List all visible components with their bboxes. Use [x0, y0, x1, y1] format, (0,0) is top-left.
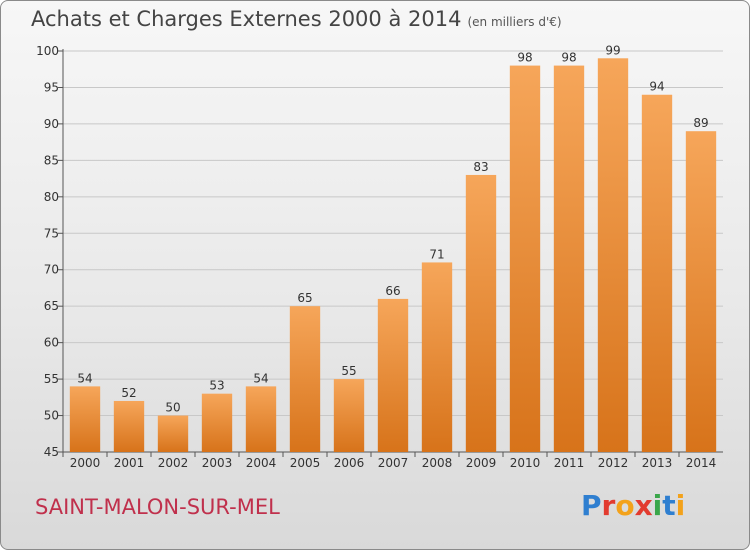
logo-letter: o — [615, 489, 635, 522]
chart-title: Achats et Charges Externes 2000 à 2014 (e… — [31, 7, 562, 31]
value-label: 65 — [297, 291, 312, 305]
bar-2002 — [157, 415, 189, 452]
value-label: 54 — [253, 371, 268, 385]
bar-2003 — [201, 393, 233, 452]
bar-2001 — [113, 400, 145, 452]
y-tick-label: 80 — [44, 190, 59, 204]
y-tick-label: 65 — [44, 299, 59, 313]
y-tick-label: 50 — [44, 409, 59, 423]
value-label: 99 — [605, 43, 620, 57]
bar-2006 — [333, 379, 365, 452]
value-label: 98 — [517, 51, 532, 65]
y-tick-label: 55 — [44, 372, 59, 386]
y-tick-label: 85 — [44, 153, 59, 167]
x-tick-label: 2004 — [246, 456, 277, 470]
y-tick-label: 90 — [44, 117, 59, 131]
proxiti-logo: Proxiti — [581, 489, 685, 522]
bar-2013 — [641, 94, 673, 452]
value-label: 83 — [473, 160, 488, 174]
y-tick-label: 100 — [36, 44, 59, 58]
x-tick-label: 2007 — [378, 456, 409, 470]
commune-name: SAINT-MALON-SUR-MEL — [35, 495, 280, 519]
bar-2007 — [377, 298, 409, 452]
y-tick-label: 95 — [44, 80, 59, 94]
x-tick-label: 2006 — [334, 456, 365, 470]
y-tick-label: 45 — [44, 445, 59, 459]
logo-letter: i — [652, 489, 663, 522]
x-tick-label: 2002 — [158, 456, 189, 470]
x-tick-label: 2001 — [114, 456, 145, 470]
x-tick-label: 2014 — [686, 456, 717, 470]
bar-2008 — [421, 262, 453, 452]
logo-letter: r — [601, 489, 616, 522]
x-tick-label: 2011 — [554, 456, 585, 470]
logo-letter: x — [634, 489, 653, 522]
x-tick-label: 2013 — [642, 456, 673, 470]
value-label: 54 — [77, 371, 92, 385]
value-label: 71 — [429, 247, 444, 261]
x-tick-label: 2000 — [70, 456, 101, 470]
value-labels: 54 52 50 53 54 65 55 66 71 83 98 98 99 94 89 — [77, 43, 708, 414]
bar-2014 — [685, 131, 717, 452]
value-label: 55 — [341, 364, 356, 378]
x-tick-label: 2008 — [422, 456, 453, 470]
value-label: 89 — [693, 116, 708, 130]
value-label: 53 — [209, 379, 224, 393]
value-label: 52 — [121, 386, 136, 400]
bar-2000 — [69, 386, 101, 452]
x-tick-label: 2003 — [202, 456, 233, 470]
y-tick-label: 60 — [44, 336, 59, 350]
logo-letter: t — [662, 489, 676, 522]
value-label: 50 — [165, 401, 180, 415]
chart-title-text: Achats et Charges Externes 2000 à 2014 — [31, 7, 462, 31]
value-label: 66 — [385, 284, 400, 298]
bar-2009 — [465, 174, 497, 453]
x-tick-label: 2005 — [290, 456, 321, 470]
logo-letter: i — [675, 489, 686, 522]
bar-2010 — [509, 65, 541, 452]
unit-note: (en milliers d'€) — [467, 15, 562, 29]
bar-2005 — [289, 306, 321, 452]
bar-2004 — [245, 386, 277, 452]
value-label: 98 — [561, 51, 576, 65]
logo-letter: P — [581, 489, 602, 522]
x-tick-label: 2009 — [466, 456, 497, 470]
bars — [69, 58, 717, 453]
y-tick-label: 75 — [44, 226, 59, 240]
bar-2012 — [597, 58, 629, 453]
x-tick-label: 2012 — [598, 456, 629, 470]
value-label: 94 — [649, 80, 664, 94]
x-tick-label: 2010 — [510, 456, 541, 470]
bar-2011 — [553, 65, 585, 452]
y-tick-label: 70 — [44, 263, 59, 277]
